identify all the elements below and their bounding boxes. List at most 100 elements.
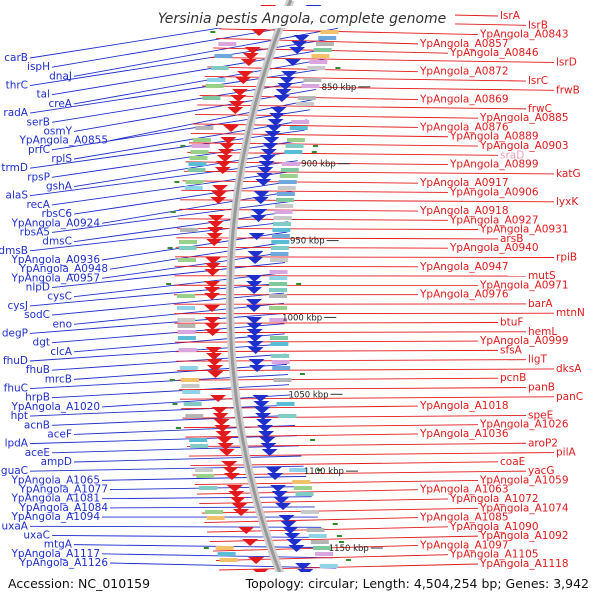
category-block [192, 138, 211, 142]
category-block [271, 234, 290, 238]
left-gene-label: osmY [43, 125, 72, 137]
category-block [179, 366, 198, 370]
forward-feature [206, 359, 223, 366]
right-gene-label: YpAngola_A1092 [479, 530, 569, 542]
right-gene-label: YpAngola_A1085 [419, 512, 509, 524]
forward-feature [208, 215, 225, 222]
forward-feature [226, 485, 243, 492]
forward-feature [207, 221, 224, 228]
category-block [270, 336, 289, 340]
category-block [319, 564, 338, 568]
category-block [275, 204, 294, 208]
reverse-feature [260, 149, 277, 156]
right-gene-label: YpAngola_A0917 [419, 177, 509, 189]
category-block [177, 336, 196, 340]
left-gene-label: recA [26, 199, 50, 211]
category-block [271, 354, 290, 358]
left-leader [51, 445, 300, 454]
left-gene-label: cysC [47, 291, 72, 303]
marker [313, 145, 319, 147]
forward-feature [222, 467, 239, 474]
category-block [269, 294, 288, 298]
left-leader [51, 535, 325, 538]
marker [175, 427, 181, 429]
left-gene-label: aceF [47, 428, 72, 440]
category-block [315, 42, 334, 46]
reverse-feature [264, 131, 281, 138]
right-leader [180, 199, 555, 203]
right-leader [204, 517, 419, 523]
right-leader [177, 218, 449, 221]
marker [335, 67, 341, 69]
forward-feature [235, 77, 252, 84]
forward-feature [218, 149, 235, 156]
category-block [307, 66, 326, 70]
forward-feature [221, 461, 238, 468]
left-leader [51, 414, 294, 426]
reverse-feature [255, 413, 272, 420]
reverse-feature [259, 155, 276, 162]
category-block [313, 48, 332, 52]
reverse-feature [271, 491, 288, 498]
right-gene-label: aroP2 [528, 437, 558, 449]
left-gene-label: dmsB [0, 245, 28, 257]
category-block [279, 174, 298, 178]
category-block [295, 492, 314, 496]
right-gene-label: YpAngola_A1036 [419, 428, 509, 440]
right-gene-label: arsB [500, 233, 523, 245]
category-block [190, 150, 209, 154]
category-block [310, 540, 329, 544]
reverse-feature [246, 281, 263, 288]
marker [332, 523, 338, 525]
left-leader [51, 353, 287, 371]
forward-feature [204, 281, 221, 288]
right-leader [182, 414, 527, 419]
right-gene-label: YpAngola_A0927 [449, 214, 539, 226]
category-block [301, 84, 320, 88]
right-gene-label: YpAngola_A1105 [449, 549, 539, 561]
left-gene-label: YpAngola_A1020 [10, 401, 100, 413]
forward-feature [214, 167, 231, 174]
forward-feature [242, 53, 259, 60]
right-gene-label: rpiB [556, 251, 577, 263]
right-leader [216, 38, 419, 45]
map-title: Yersinia pestis Angola, complete genome [158, 11, 447, 27]
left-gene-label: acnB [24, 419, 50, 431]
reverse-feature [252, 197, 269, 204]
forward-feature [242, 539, 259, 546]
forward-feature [228, 491, 245, 498]
forward-feature [244, 47, 261, 54]
right-gene-label: YpAngola_A1063 [419, 484, 509, 496]
category-block [195, 126, 214, 130]
left-gene-label: YpAngola_A0948 [18, 263, 108, 275]
category-block [187, 168, 206, 172]
right-gene-label: btuF [500, 317, 523, 329]
reverse-feature [262, 143, 279, 150]
left-gene-label: lpdA [5, 438, 29, 450]
forward-feature [240, 59, 257, 66]
reverse-feature [247, 257, 264, 264]
category-block [308, 534, 327, 538]
footer-backdrop [0, 572, 600, 600]
reverse-feature [265, 467, 282, 474]
right-gene-label: dksA [556, 363, 582, 375]
category-block [275, 198, 294, 202]
reverse-feature [251, 209, 268, 216]
category-block [273, 216, 292, 220]
marker [180, 145, 186, 147]
right-leader [199, 498, 449, 505]
category-block [270, 246, 289, 250]
left-gene-label: rpsP [27, 171, 50, 183]
tick-label: 1050 kbp [289, 390, 329, 400]
left-leader [73, 27, 338, 77]
tick-label: 850 kbp [322, 83, 357, 93]
reverse-feature [284, 59, 301, 66]
left-gene-label: clcA [50, 346, 72, 358]
left-gene-label: ispH [27, 61, 50, 73]
left-gene-label: rbsA5 [20, 226, 50, 238]
right-gene-label: mtnN [556, 307, 585, 319]
left-leader [29, 38, 334, 86]
right-leader [175, 246, 449, 249]
left-leader [29, 435, 298, 445]
